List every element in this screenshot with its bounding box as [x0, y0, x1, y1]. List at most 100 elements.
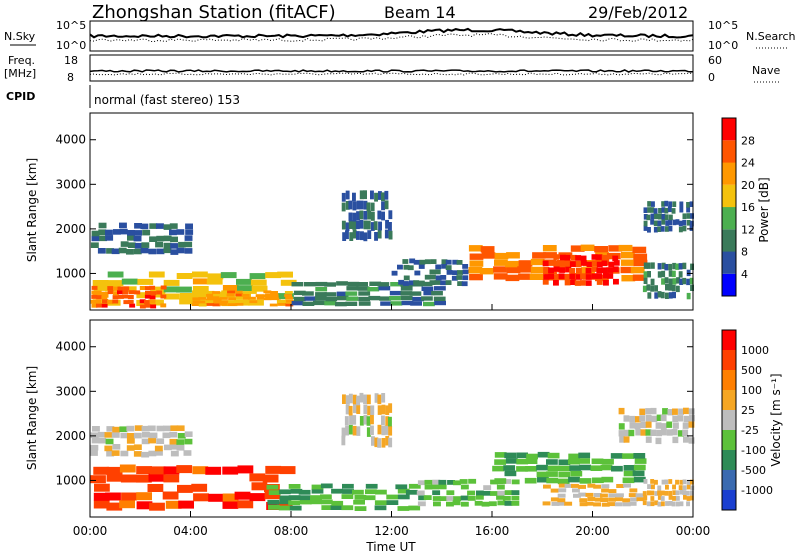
power-cell	[136, 292, 153, 299]
power-cell	[621, 251, 635, 259]
power-cell	[368, 295, 381, 301]
power-cell	[352, 212, 357, 222]
velocity-cell	[352, 489, 364, 495]
velocity-cell	[106, 450, 115, 457]
velocity-cell	[321, 505, 334, 510]
velocity-cell	[647, 484, 651, 489]
power-cell	[356, 231, 360, 240]
power-cell	[559, 254, 566, 261]
power-cell	[133, 235, 142, 242]
power-colorbar-tick: 8	[741, 246, 748, 259]
velocity-cell	[363, 495, 376, 501]
power-cell	[127, 230, 135, 236]
power-cell	[607, 273, 614, 279]
velocity-cell	[169, 431, 178, 438]
velocity-cell	[432, 496, 441, 501]
velocity-cell	[600, 493, 608, 498]
power-cell	[144, 303, 151, 308]
velocity-cell	[650, 490, 655, 496]
velocity-cell	[546, 459, 558, 465]
velocity-cell	[366, 416, 371, 426]
power-cell	[403, 281, 409, 286]
velocity-cell	[121, 492, 137, 501]
velocity-cell	[675, 479, 679, 485]
velocity-cell	[342, 489, 354, 494]
power-cell	[672, 278, 677, 285]
power-cell	[192, 286, 209, 292]
power-cell	[517, 266, 532, 273]
velocity-cell	[148, 450, 157, 457]
velocity-cell	[320, 483, 333, 489]
velocity-cell	[650, 407, 657, 415]
power-cell	[127, 295, 134, 299]
power-cell	[221, 290, 230, 294]
power-cell	[596, 261, 603, 268]
power-cell	[689, 225, 694, 231]
velocity-cell	[525, 458, 538, 464]
power-cell	[265, 272, 281, 279]
velocity-cell	[119, 500, 135, 509]
power-cell	[661, 213, 666, 220]
velocity-cell	[526, 453, 538, 460]
velocity-cell	[516, 466, 528, 472]
velocity-cell	[353, 499, 365, 505]
power-cell	[101, 295, 108, 300]
velocity-cell	[176, 439, 185, 445]
power-cell	[345, 230, 349, 240]
power-cell	[176, 247, 185, 254]
power-cell	[120, 241, 129, 247]
velocity-cell	[162, 432, 171, 439]
power-cell	[117, 286, 124, 291]
velocity-cell	[672, 484, 676, 490]
power-cell	[553, 280, 559, 286]
power-cell	[420, 281, 433, 287]
power-cell	[601, 267, 608, 273]
power-cell	[233, 299, 250, 306]
velocity-cell	[381, 393, 386, 403]
x-tick-label: 08:00	[274, 524, 309, 538]
power-cell	[647, 227, 651, 233]
power-cell	[291, 282, 304, 287]
velocity-cell	[614, 502, 623, 507]
power-cell	[607, 267, 614, 273]
velocity-cell	[142, 432, 150, 438]
power-cell	[228, 297, 236, 301]
velocity-cell	[141, 451, 150, 458]
power-cell	[451, 275, 458, 281]
power-cell	[646, 262, 651, 269]
power-cell	[613, 260, 620, 266]
power-cell	[191, 303, 200, 306]
velocity-cell	[265, 465, 282, 474]
power-colorbar: 28 24 20 16 12 8 4 Power [dB]	[721, 117, 771, 297]
velocity-cell	[136, 501, 153, 510]
velocity-cell	[431, 484, 439, 490]
power-cell	[668, 263, 673, 271]
power-cell	[654, 213, 658, 220]
power-cell	[403, 275, 410, 281]
velocity-cell	[381, 438, 386, 448]
power-cell	[401, 300, 414, 306]
velocity-cell	[591, 458, 604, 465]
power-cell	[251, 285, 268, 292]
power-cell	[419, 259, 426, 265]
velocity-cell	[671, 428, 678, 436]
power-cell	[576, 274, 582, 280]
velocity-cell	[601, 476, 614, 483]
velocity-cell	[570, 470, 583, 477]
power-cell	[96, 295, 103, 300]
velocity-cell	[93, 500, 110, 509]
power-cell	[596, 279, 603, 285]
velocity-cell	[331, 488, 343, 494]
power-cell	[235, 293, 244, 297]
velocity-cell	[363, 404, 368, 415]
velocity-cell	[345, 404, 350, 415]
power-cell	[285, 296, 294, 300]
velocity-cell	[111, 450, 120, 456]
velocity-cell	[502, 495, 511, 501]
velocity-cell	[163, 466, 180, 475]
velocity-cell	[237, 465, 254, 474]
power-cell	[220, 272, 237, 279]
power-cell	[325, 296, 338, 302]
power-cell	[249, 273, 266, 280]
power-cell	[664, 207, 669, 214]
